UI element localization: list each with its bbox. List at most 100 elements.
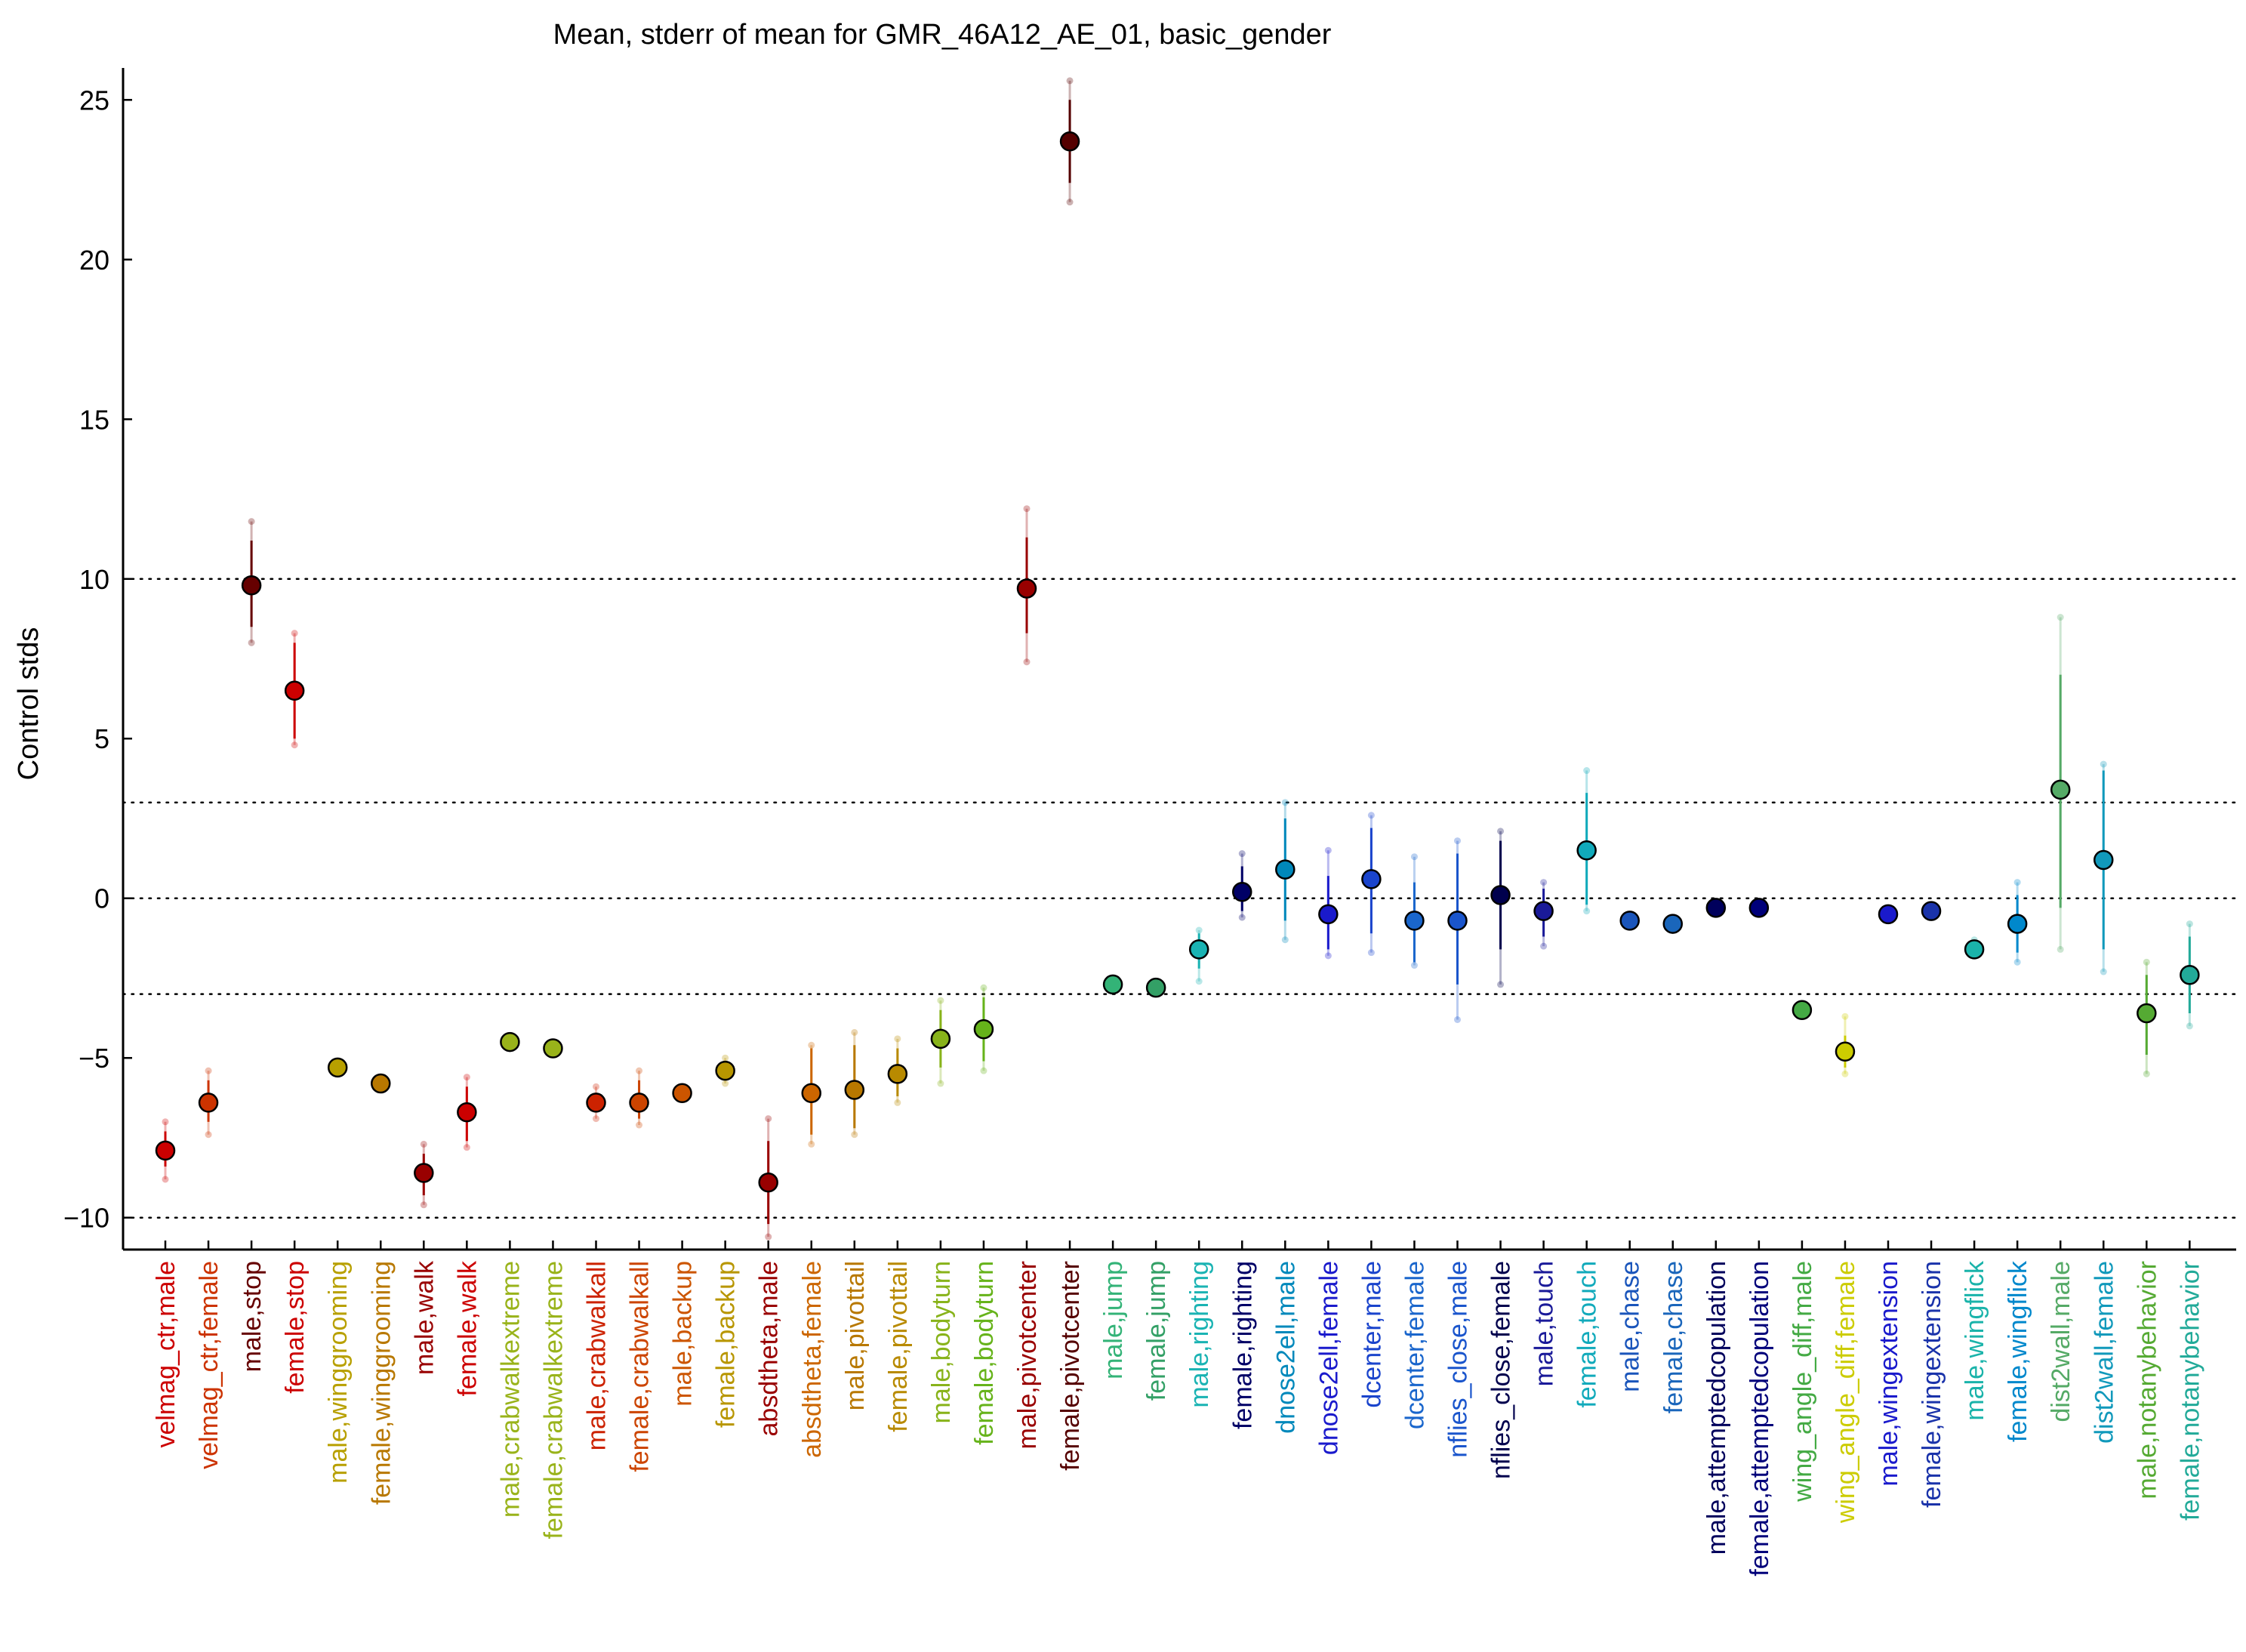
x-tick-label: dnose2ell,female	[1314, 1261, 1343, 1455]
range-high-dot	[2013, 879, 2021, 886]
range-low-dot	[1324, 952, 1332, 960]
range-high-dot	[1841, 1012, 1849, 1020]
data-point-group	[2007, 879, 2028, 966]
data-point-group	[715, 1054, 735, 1087]
data-point-group	[1275, 799, 1296, 944]
range-low-dot	[765, 1233, 772, 1241]
range-low-dot	[1497, 981, 1505, 988]
y-tick-label: 25	[79, 85, 109, 116]
range-high-dot	[205, 1067, 212, 1074]
range-high-dot	[593, 1083, 599, 1090]
mean-marker	[887, 1064, 908, 1084]
mean-marker	[629, 1093, 649, 1113]
data-point-group	[844, 1028, 865, 1139]
x-tick-label: male,chase	[1616, 1261, 1645, 1392]
range-high-dot	[1583, 767, 1591, 775]
mean-marker	[1878, 904, 1899, 925]
range-low-dot	[2186, 1022, 2193, 1030]
data-point-group	[1964, 936, 1985, 960]
x-tick-label: velmag_ctr,male	[152, 1261, 180, 1448]
data-point-group	[1705, 898, 1727, 918]
data-point-group	[1102, 974, 1123, 995]
data-point-group	[284, 630, 305, 749]
data-point-group	[1878, 904, 1899, 925]
mean-marker	[2050, 779, 2071, 800]
range-low-dot	[1066, 199, 1074, 206]
range-low-dot	[205, 1131, 212, 1139]
chart-title: Mean, stderr of mean for GMR_46A12_AE_01…	[553, 19, 1332, 51]
range-low-dot	[463, 1144, 470, 1151]
x-tick-label: female,wingextension	[1918, 1261, 1946, 1508]
range-high-dot	[937, 997, 944, 1004]
mean-marker	[155, 1140, 176, 1161]
range-low-dot	[636, 1121, 643, 1129]
data-point-group	[1232, 850, 1252, 921]
range-low-dot	[851, 1131, 858, 1139]
mean-marker	[284, 680, 305, 701]
data-point-group	[155, 1118, 176, 1183]
mean-marker	[457, 1102, 477, 1123]
range-high-dot	[1238, 850, 1246, 858]
range-high-dot	[808, 1041, 815, 1049]
range-low-dot	[248, 639, 255, 646]
x-tick-label: nflies_close,female	[1487, 1261, 1516, 1479]
data-point-group	[586, 1083, 606, 1123]
mean-marker	[1619, 911, 1640, 931]
range-high-dot	[2057, 614, 2064, 621]
x-tick-label: wing_angle_diff,male	[1788, 1261, 1817, 1503]
range-low-dot	[1281, 936, 1289, 944]
mean-marker	[672, 1083, 692, 1103]
data-point-group	[887, 1035, 908, 1106]
x-tick-label: female,chase	[1659, 1261, 1688, 1413]
range-low-dot	[1410, 962, 1418, 969]
x-tick-label: dist2wall,male	[2047, 1261, 2075, 1422]
mean-marker	[2093, 849, 2114, 871]
y-axis-label: Control stds	[13, 627, 45, 781]
mean-marker	[930, 1028, 951, 1049]
x-tick-label: male,crabwalkall	[583, 1261, 612, 1450]
data-point-group	[2050, 614, 2071, 953]
mean-marker	[715, 1060, 735, 1081]
data-point-group	[1662, 914, 1683, 934]
mean-marker	[1361, 869, 1382, 889]
data-point-group	[198, 1067, 219, 1139]
mean-marker	[1748, 898, 1770, 918]
data-point-group	[801, 1041, 821, 1148]
y-tick-label: 10	[79, 564, 109, 595]
x-tick-label: velmag_ctr,female	[195, 1261, 223, 1469]
range-high-dot	[2143, 958, 2150, 966]
range-high-dot	[851, 1028, 858, 1036]
range-low-dot	[162, 1176, 169, 1183]
data-point-group	[327, 1057, 348, 1078]
mean-marker	[1318, 904, 1339, 925]
mean-marker	[1404, 911, 1425, 931]
x-tick-label: male,jump	[1099, 1261, 1128, 1379]
data-point-group	[973, 984, 994, 1074]
data-point-group	[1792, 1000, 1813, 1021]
x-tick-label: absdtheta,male	[755, 1261, 784, 1437]
range-low-dot	[1841, 1070, 1849, 1077]
x-tick-label: absdtheta,female	[798, 1261, 827, 1458]
y-tick-label: −10	[63, 1203, 109, 1234]
mean-marker	[1447, 911, 1468, 931]
range-high-dot	[1066, 77, 1074, 85]
mean-marker	[1835, 1041, 1856, 1062]
mean-marker	[241, 575, 262, 596]
mean-marker	[1232, 882, 1252, 902]
x-tick-label: female,pivotcenter	[1056, 1261, 1085, 1471]
range-high-dot	[1023, 505, 1031, 513]
range-low-dot	[1454, 1016, 1461, 1023]
range-low-dot	[2143, 1070, 2150, 1077]
x-axis-ticks: velmag_ctr,male velmag_ctr,female male,sto…	[152, 1241, 2204, 1576]
mean-marker	[758, 1172, 778, 1193]
mean-marker	[2007, 914, 2028, 934]
range-high-dot	[1540, 879, 1548, 886]
range-low-dot	[808, 1140, 815, 1148]
range-high-dot	[248, 518, 255, 525]
range-high-dot	[2186, 920, 2193, 928]
x-tick-label: male,touch	[1530, 1261, 1559, 1386]
range-high-dot	[463, 1074, 470, 1081]
range-high-dot	[1324, 846, 1332, 854]
x-tick-label: female,bodyturn	[970, 1261, 999, 1445]
